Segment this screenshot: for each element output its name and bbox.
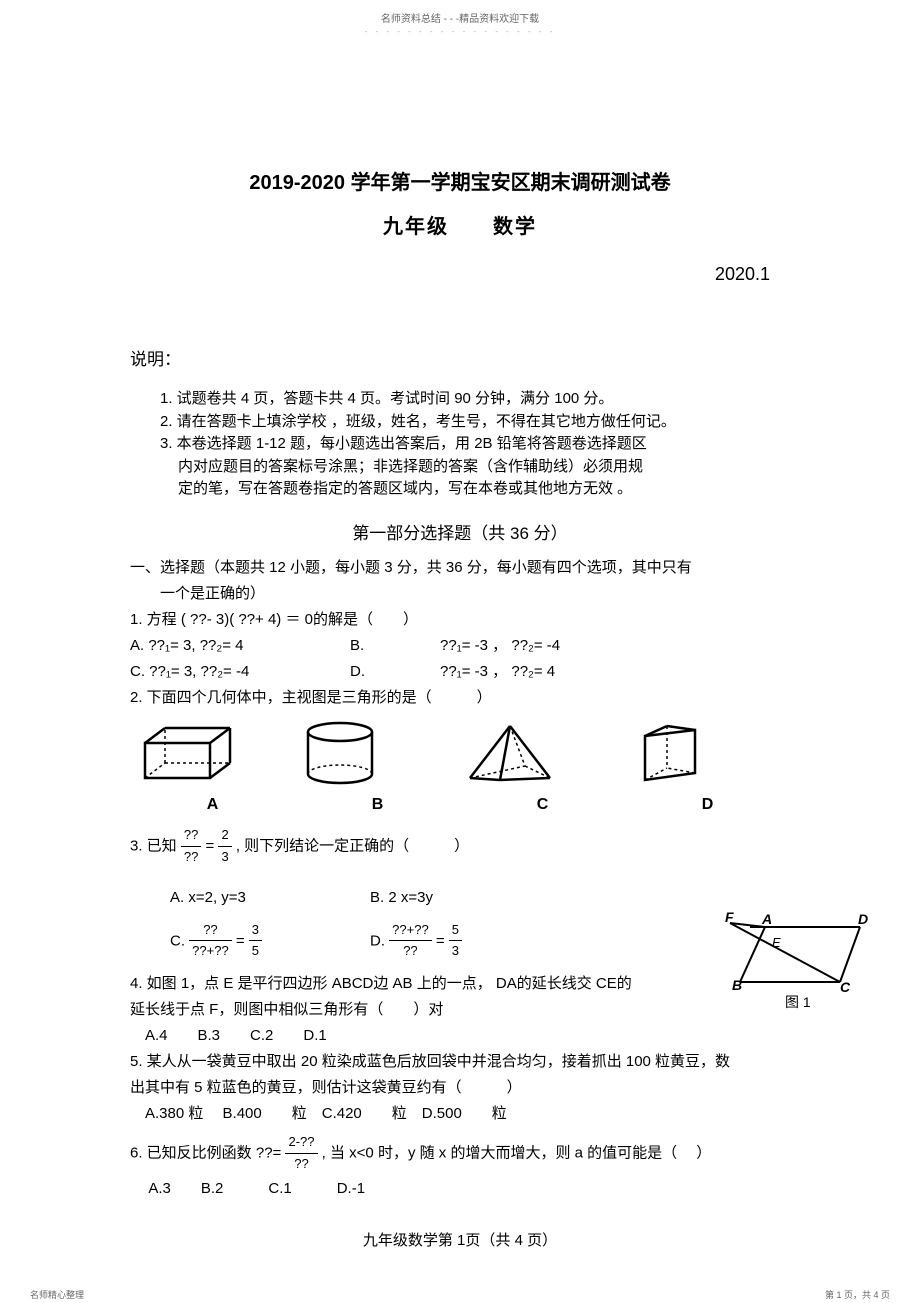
svg-text:F: F	[725, 912, 734, 925]
q3-optB: B. 2 x=3y	[370, 886, 570, 910]
q2-shape-D: D	[625, 718, 790, 818]
instruction-label: 说明：	[130, 345, 790, 370]
q2-shape-C: C	[460, 718, 625, 818]
instruction-item-3c: 定的笔，写在答题卷指定的答题区域内，写在本卷或其他地方无效 。	[130, 478, 790, 501]
q3-pre: 3. 已知	[130, 837, 177, 854]
q2-shape-A: A	[130, 718, 295, 818]
q4-opts: A.4 B.3 C.2 D.1	[130, 1024, 790, 1048]
q1-optD-text: ??₁= -3 ， ??₂= 4	[440, 660, 555, 684]
footer-left: 名师精心整理	[30, 1288, 84, 1301]
q3-f1t: ??	[181, 825, 201, 847]
exam-date: 2020.1	[130, 264, 790, 285]
title-sub: 九年级 数学	[130, 210, 790, 239]
q6-text: 6. 已知反比例函数 ??= 2-?? ?? , 当 x<0 时，y 随 x 的…	[130, 1132, 790, 1175]
q5-opts: A.380 粒 B.400 粒 C.420 粒 D.500 粒	[130, 1102, 790, 1126]
q1-text: 1. 方程 ( ??- 3)( ??+ 4) ＝ 0的解是（ ）	[130, 608, 790, 632]
instruction-item-3b: 内对应题目的答案标号涂黑；非选择题的答案（含作辅助线）必须用规	[130, 456, 790, 479]
instruction-item-3: 3. 本卷选择题 1-12 题，每小题选出答案后，用 2B 铅笔将答题卷选择题区	[130, 433, 790, 456]
q6-post: , 当 x<0 时，y 随 x 的增大而增大，则 a 的值可能是（ ）	[322, 1145, 712, 1162]
q3-f2b: 3	[218, 847, 231, 868]
page-content: 2019-2020 学年第一学期宝安区期末调研测试卷 九年级 数学 2020.1…	[0, 36, 920, 1253]
q1-optD-label: D.	[350, 660, 440, 684]
q1-opts-row1: A. ??₁= 3, ??₂= 4 B. ??₁= -3 ， ??₂= -4	[130, 634, 790, 658]
section-header: 第一部分选择题（共 36 分）	[130, 519, 790, 544]
q3-optA: A. x=2, y=3	[170, 886, 370, 910]
instruction-item-1: 1. 试题卷共 4 页，答题卡共 4 页。考试时间 90 分钟，满分 100 分…	[130, 388, 790, 411]
q6-pre: 6. 已知反比例函数 ??=	[130, 1145, 285, 1162]
svg-text:图 1: 图 1	[785, 994, 811, 1010]
footer-page-num: 九年级数学第 1页（共 4 页）	[130, 1229, 790, 1253]
svg-text:D: D	[858, 912, 868, 927]
q1-optC: C. ??₁= 3, ??₂= -4	[130, 660, 350, 684]
q1-optA: A. ??₁= 3, ??₂= 4	[130, 634, 350, 658]
q2-label-B: B	[295, 792, 460, 818]
q3-options: A. x=2, y=3 B. 2 x=3y C. ?? ??+?? = 3 5	[130, 886, 790, 963]
q6-opts: A.3 B.2 C.1 D.-1	[130, 1177, 790, 1201]
svg-text:C: C	[840, 979, 851, 995]
q5-line2: 出其中有 5 粒蓝色的黄豆，则估计这袋黄豆约有（ ）	[130, 1076, 790, 1100]
q6-fb: ??	[285, 1154, 317, 1175]
q2-shapes-row: A B	[130, 718, 790, 818]
cylinder-icon	[295, 718, 385, 788]
q2-shape-B: B	[295, 718, 460, 818]
q1-optB-text: ??₁= -3 ， ??₂= -4	[440, 634, 560, 658]
instructions-block: 说明： 1. 试题卷共 4 页，答题卡共 4 页。考试时间 90 分钟，满分 1…	[130, 345, 790, 501]
pyramid-icon	[460, 718, 560, 788]
q4-container: 4. 如图 1，点 E 是平行四边形 ABCD边 AB 上的一点， DA的延长线…	[130, 972, 790, 1048]
header-top-text: 名师资料总结 - - -精品资料欢迎下载	[0, 0, 920, 25]
header-dots: - - - - - - - - - - - - - - - - - -	[0, 27, 920, 36]
svg-text:A: A	[761, 912, 772, 927]
q2-text: 2. 下面四个几何体中，主视图是三角形的是（ ）	[130, 686, 790, 710]
question-block: 一、选择题（本题共 12 小题，每小题 3 分，共 36 分，每小题有四个选项，…	[130, 556, 790, 1253]
q2-label-C: C	[460, 792, 625, 818]
section-intro-2: 一个是正确的）	[130, 582, 790, 606]
q3-post: , 则下列结论一定正确的（ ）	[236, 837, 469, 854]
q2-label-A: A	[130, 792, 295, 818]
prism-icon	[625, 718, 715, 788]
q3-eq: =	[206, 837, 215, 854]
q3-f2t: 2	[218, 825, 231, 847]
q4-line2: 延长线于点 F，则图中相似三角形有（ ）对	[130, 998, 790, 1022]
section-intro-1: 一、选择题（本题共 12 小题，每小题 3 分，共 36 分，每小题有四个选项，…	[130, 556, 790, 580]
q2-label-D: D	[625, 792, 790, 818]
svg-text:B: B	[732, 977, 742, 993]
q1-opts-row2: C. ??₁= 3, ??₂= -4 D. ??₁= -3 ， ??₂= 4	[130, 660, 790, 684]
q3-text: 3. 已知 ?? ?? = 2 3 , 则下列结论一定正确的（ ）	[130, 825, 790, 868]
q3-optC: C. ?? ??+?? = 3 5	[170, 920, 370, 963]
parallelogram-figure: F A D E B C 图 1	[720, 912, 870, 1022]
svg-text:E: E	[772, 935, 781, 950]
footer-right: 第 1 页，共 4 页	[825, 1288, 890, 1301]
instruction-item-2: 2. 请在答题卡上填涂学校 ，班级，姓名，考生号，不得在其它地方做任何记。	[130, 411, 790, 434]
q6-ft: 2-??	[285, 1132, 317, 1154]
q4-line1: 4. 如图 1，点 E 是平行四边形 ABCD边 AB 上的一点， DA的延长线…	[130, 972, 790, 996]
q4-figure: F A D E B C 图 1	[720, 912, 870, 1022]
title-main: 2019-2020 学年第一学期宝安区期末调研测试卷	[130, 166, 790, 195]
q1-optB-label: B.	[350, 634, 440, 658]
q3-f1b: ??	[181, 847, 201, 868]
q3-optD: D. ??+?? ?? = 5 3	[370, 920, 570, 963]
q5-line1: 5. 某人从一袋黄豆中取出 20 粒染成蓝色后放回袋中并混合均匀，接着抓出 10…	[130, 1050, 790, 1074]
cuboid-icon	[130, 718, 240, 788]
